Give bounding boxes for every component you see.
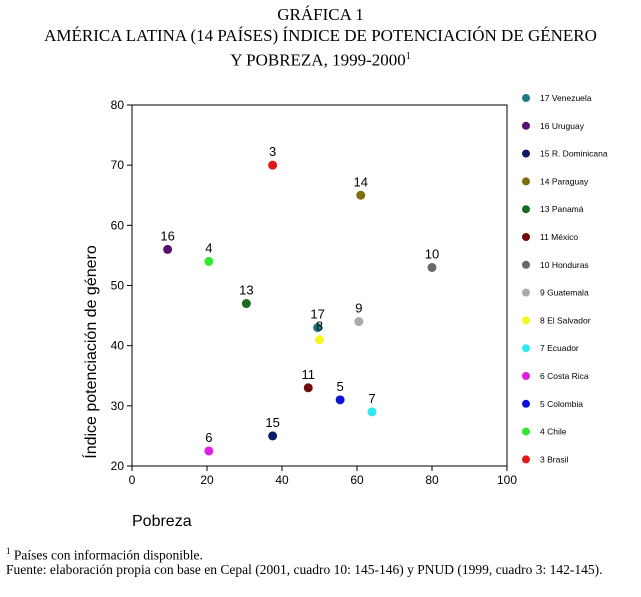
point-label: 16 [160,228,174,243]
legend-entry: 8 El Salvador [540,315,591,325]
data-point [313,323,323,333]
x-tick-label: 0 [129,473,136,487]
legend-entry: 3 Brasil [540,454,568,464]
data-point [367,407,377,417]
point-label: 4 [205,240,212,255]
data-point [268,431,278,441]
legend-marker [522,149,530,158]
chart-heading: GRÁFICA 1 AMÉRICA LATINA (14 PAÍSES) ÍND… [0,4,641,71]
point-label: 6 [205,430,212,445]
point-label: 7 [368,391,375,406]
legend-entry: 5 Colombia [540,399,583,409]
legend-marker [522,94,530,102]
data-point [204,256,214,266]
point-label: 11 [302,367,316,382]
title-line-2-text: Y POBREZA, 1999-2000 [230,50,406,70]
legend-marker [522,372,530,380]
x-tick-label: 40 [275,473,289,487]
footnote-1-marker: 1 [6,546,11,556]
legend-marker [522,288,530,297]
scatter-chart: 20 30 40 50 60 70 80 0 20 40 60 80 100 Índice poten… [81,93,608,530]
figure-label: GRÁFICA 1 [277,5,364,24]
x-axis-ticks: 0 20 40 60 80 100 [129,466,517,487]
data-point [427,262,437,272]
legend-entry: 10 Honduras [540,260,589,270]
y-tick-label: 40 [111,339,125,353]
x-tick-label: 60 [350,473,364,487]
footnote-1: 1 Países con información disponible. [6,544,638,563]
point-label: 9 [355,301,362,316]
x-tick-label: 20 [200,473,214,487]
y-axis-label: Índice potenciación de género [81,245,100,459]
point-label: 13 [239,283,253,298]
y-tick-label: 50 [111,279,125,293]
legend-entry: 15 R. Dominicana [540,149,608,159]
legend-entry: 11 México [540,232,578,242]
point-label: 14 [354,174,368,189]
legend-marker [522,121,530,130]
x-tick-label: 80 [425,473,439,487]
y-axis-ticks: 20 30 40 50 60 70 80 [111,98,132,473]
legend-entry: 4 Chile [540,427,567,437]
data-point [354,317,364,327]
data-point [204,446,214,456]
y-tick-label: 30 [111,399,125,413]
legend-marker [522,177,530,186]
data-point [163,244,173,254]
source-note: Fuente: elaboración propia con base en C… [6,561,603,577]
legend-marker [522,233,530,241]
footnote-1-text: Países con información disponible. [10,547,203,563]
data-point [241,299,251,309]
point-label: 8 [316,319,323,334]
legend-marker [522,427,530,436]
title-note-marker: 1 [405,51,411,62]
legend-entry: 16 Uruguay [540,121,585,131]
legend-marker [522,344,530,353]
title-line-2: Y POBREZA, 1999-20001 [0,46,641,71]
data-point [356,190,366,200]
footnotes: 1 Países con información disponible. Fue… [6,544,638,577]
point-label: 15 [265,415,279,430]
legend-entry: 17 Venezuela [540,93,592,103]
y-tick-label: 20 [111,459,125,473]
legend-entry: 6 Costa Rica [540,371,589,381]
point-label: 3 [269,144,276,159]
legend-marker [522,260,530,269]
legend-marker [522,205,530,214]
point-label: 5 [337,379,344,394]
plot-area [131,104,508,467]
legend-marker [522,316,530,325]
legend-marker [522,455,530,464]
data-points: 17 16 15 14 13 11 10 9 8 7 6 5 4 3 [160,144,439,456]
data-point [315,335,324,345]
data-point [335,395,345,405]
legend-marker [522,399,530,408]
point-label: 10 [425,246,439,261]
point-label: 17 [310,307,324,322]
y-tick-label: 80 [111,98,125,112]
data-point [303,383,313,393]
y-tick-label: 70 [111,158,125,172]
legend-entry: 14 Paraguay [540,176,589,186]
x-axis-label: Pobreza [132,513,192,530]
x-tick-label: 100 [497,473,517,487]
y-tick-label: 60 [111,218,125,232]
legend-entry: 7 Ecuador [540,343,579,353]
legend-entry: 13 Panamá [540,204,584,214]
legend: 17 Venezuela 16 Uruguay 15 R. Dominicana 14… [522,93,608,464]
legend-entry: 9 Guatemala [540,288,589,298]
data-point [268,160,278,170]
title-line-1: AMÉRICA LATINA (14 PAÍSES) ÍNDICE DE POT… [44,26,597,45]
